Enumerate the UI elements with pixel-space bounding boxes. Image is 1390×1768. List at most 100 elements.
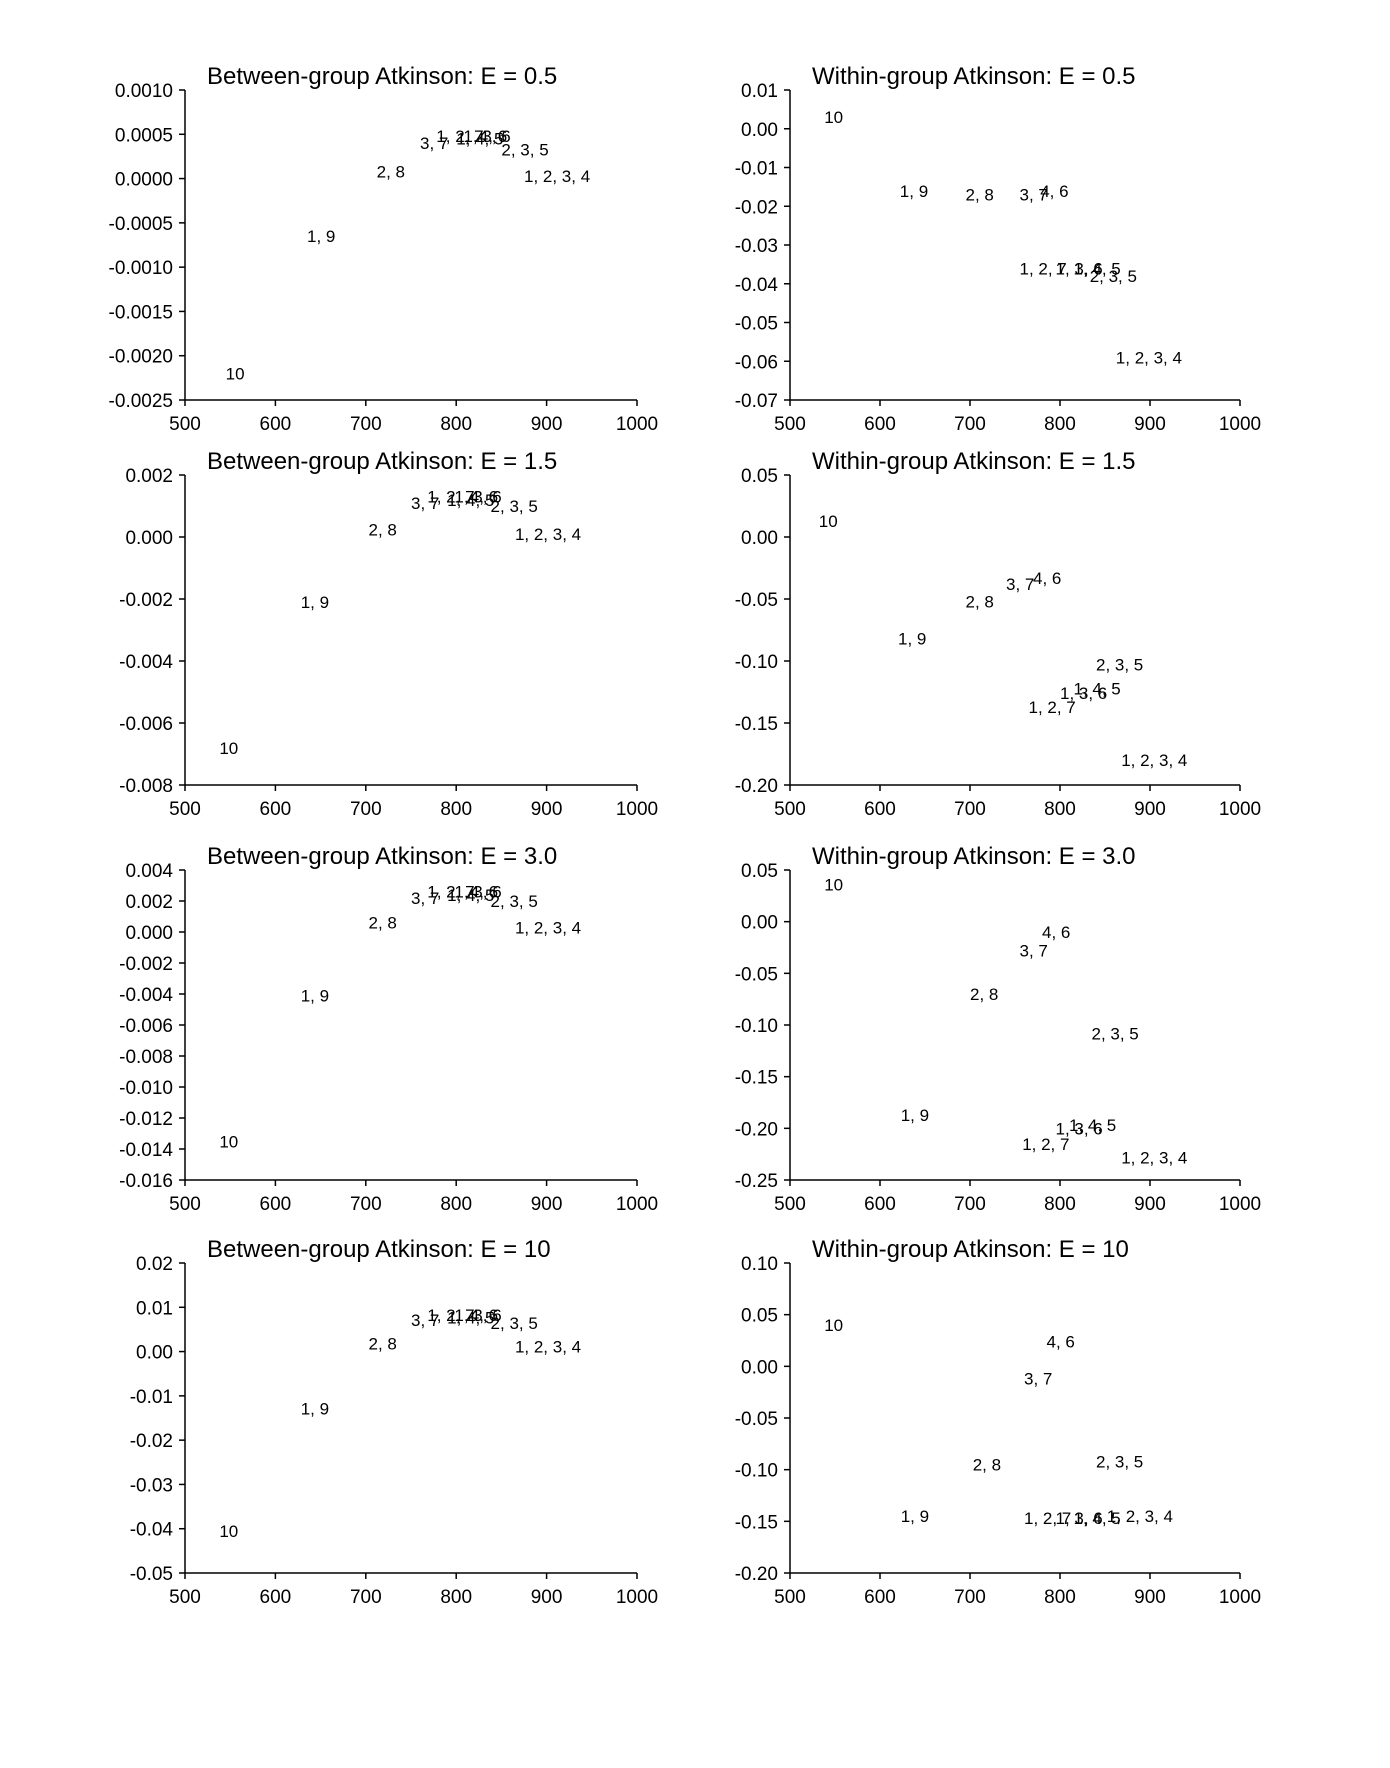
data-point-label: 3, 7 — [1006, 575, 1034, 594]
x-tick-label: 600 — [864, 1194, 896, 1215]
y-tick-label: -0.06 — [735, 352, 778, 373]
y-tick-label: -0.03 — [130, 1475, 173, 1496]
data-point-label: 3, 7 — [1020, 942, 1048, 961]
y-tick-label: -0.010 — [119, 1078, 173, 1099]
y-tick-label: -0.20 — [735, 1119, 778, 1140]
y-tick-label: 0.00 — [741, 913, 778, 934]
data-point-label: 1, 4, 5 — [1069, 1116, 1116, 1135]
data-point-label: 1, 2, 7 — [1024, 1509, 1071, 1528]
data-point-label: 1, 2, 7 — [436, 127, 483, 146]
data-point-label: 1, 2, 3, 4 — [515, 918, 581, 937]
data-point-label: 1, 9 — [301, 987, 329, 1006]
data-point-label: 1, 2, 7 — [427, 1306, 474, 1325]
data-point-label: 1, 4, 5 — [1074, 259, 1121, 278]
x-tick-label: 500 — [774, 1194, 806, 1215]
x-tick-label: 1000 — [1219, 414, 1261, 435]
y-tick-label: -0.004 — [119, 652, 173, 673]
y-tick-label: 0.002 — [125, 892, 173, 913]
x-tick-label: 500 — [774, 1587, 806, 1608]
y-tick-label: 0.00 — [741, 120, 778, 141]
y-tick-label: 0.02 — [136, 1254, 173, 1275]
data-point-label: 1, 9 — [900, 182, 928, 201]
y-tick-label: 0.000 — [125, 923, 173, 944]
x-tick-label: 1000 — [1219, 1587, 1261, 1608]
x-tick-label: 500 — [774, 414, 806, 435]
data-point-label: 2, 3, 5 — [491, 1314, 538, 1333]
data-point-label: 1, 3, 6 — [1056, 1119, 1103, 1138]
y-tick-label: -0.01 — [735, 159, 778, 180]
data-point-label: 3, 7 — [420, 134, 448, 153]
y-tick-label: -0.15 — [735, 714, 778, 735]
data-point-label: 4, 6 — [470, 488, 498, 507]
data-point-label: 10 — [819, 512, 838, 531]
data-point-label: 1, 9 — [898, 630, 926, 649]
data-point-label: 2, 3, 5 — [1092, 1024, 1139, 1043]
data-point-label: 1, 3, 6 — [1056, 1509, 1103, 1528]
x-tick-label: 700 — [954, 799, 986, 820]
x-tick-label: 1000 — [616, 414, 658, 435]
chart-title: Between-group Atkinson: E = 1.5 — [207, 448, 557, 475]
data-point-label: 1, 2, 3, 4 — [1121, 751, 1187, 770]
y-tick-label: -0.05 — [735, 314, 778, 335]
y-tick-label: 0.05 — [741, 1306, 778, 1327]
data-point-label: 2, 8 — [970, 985, 998, 1004]
y-tick-label: 0.0005 — [115, 125, 173, 146]
data-point-label: 3, 7 — [411, 494, 439, 513]
x-tick-label: 900 — [531, 799, 563, 820]
data-point-label: 2, 8 — [369, 1335, 397, 1354]
data-point-label: 1, 9 — [301, 1399, 329, 1418]
data-point-label: 1, 9 — [307, 227, 335, 246]
y-tick-label: -0.016 — [119, 1171, 173, 1192]
data-point-label: 2, 3, 5 — [491, 497, 538, 516]
data-point-label: 2, 8 — [966, 592, 994, 611]
data-point-label: 1, 2, 7 — [1029, 698, 1076, 717]
x-tick-label: 800 — [1044, 414, 1076, 435]
data-point-label: 3, 7 — [411, 889, 439, 908]
chart-panel-6: Within-group Atkinson: E = 3.0 500 600 700 8… — [735, 843, 1261, 1215]
data-point-label: 2, 8 — [966, 186, 994, 205]
data-point-label: 1, 4, 5 — [447, 886, 494, 905]
x-tick-label: 600 — [864, 799, 896, 820]
x-tick-label: 900 — [531, 414, 563, 435]
y-tick-label: -0.002 — [119, 590, 173, 611]
y-tick-label: 0.00 — [136, 1343, 173, 1364]
x-tick-label: 1000 — [1219, 1194, 1261, 1215]
data-point-label: 1, 2, 3, 4 — [524, 167, 590, 186]
data-point-label: 1, 3, 6 — [454, 1306, 501, 1325]
data-point-label: 1, 3, 6 — [1060, 684, 1107, 703]
data-point-label: 1, 2, 3, 4 — [1107, 1507, 1173, 1526]
chart-title: Between-group Atkinson: E = 10 — [207, 1236, 551, 1263]
data-point-label: 4, 6 — [479, 127, 507, 146]
chart-title: Within-group Atkinson: E = 0.5 — [812, 63, 1136, 90]
x-tick-label: 900 — [531, 1587, 563, 1608]
y-tick-label: -0.10 — [735, 652, 778, 673]
y-tick-label: -0.002 — [119, 954, 173, 975]
x-tick-label: 500 — [169, 1587, 201, 1608]
x-tick-label: 700 — [350, 414, 382, 435]
data-point-label: 1, 9 — [901, 1106, 929, 1125]
data-point-label: 1, 2, 3, 4 — [1116, 348, 1182, 367]
x-tick-label: 600 — [864, 1587, 896, 1608]
y-tick-label: -0.05 — [735, 964, 778, 985]
y-tick-label: 0.10 — [741, 1254, 778, 1275]
y-tick-label: -0.10 — [735, 1461, 778, 1482]
x-tick-label: 800 — [440, 414, 472, 435]
x-tick-label: 900 — [1134, 414, 1166, 435]
y-tick-label: -0.014 — [119, 1140, 173, 1161]
y-tick-label: -0.10 — [735, 1016, 778, 1037]
data-point-label: 3, 7 — [1024, 1370, 1052, 1389]
data-point-label: 1, 4, 5 — [456, 130, 503, 149]
chart-panel-7: Between-group Atkinson: E = 10 500 600 700 8… — [130, 1236, 658, 1608]
y-tick-label: -0.01 — [130, 1387, 173, 1408]
data-point-label: 10 — [824, 1316, 843, 1335]
y-tick-label: -0.02 — [735, 197, 778, 218]
y-tick-label: -0.05 — [735, 1409, 778, 1430]
y-tick-label: -0.0015 — [109, 302, 173, 323]
x-tick-label: 700 — [350, 1587, 382, 1608]
x-tick-label: 600 — [260, 414, 292, 435]
y-tick-label: -0.0005 — [109, 214, 173, 235]
data-point-label: 10 — [226, 364, 245, 383]
data-point-label: 4, 6 — [470, 1306, 498, 1325]
x-tick-label: 700 — [954, 1194, 986, 1215]
chart-title: Between-group Atkinson: E = 3.0 — [207, 843, 557, 870]
